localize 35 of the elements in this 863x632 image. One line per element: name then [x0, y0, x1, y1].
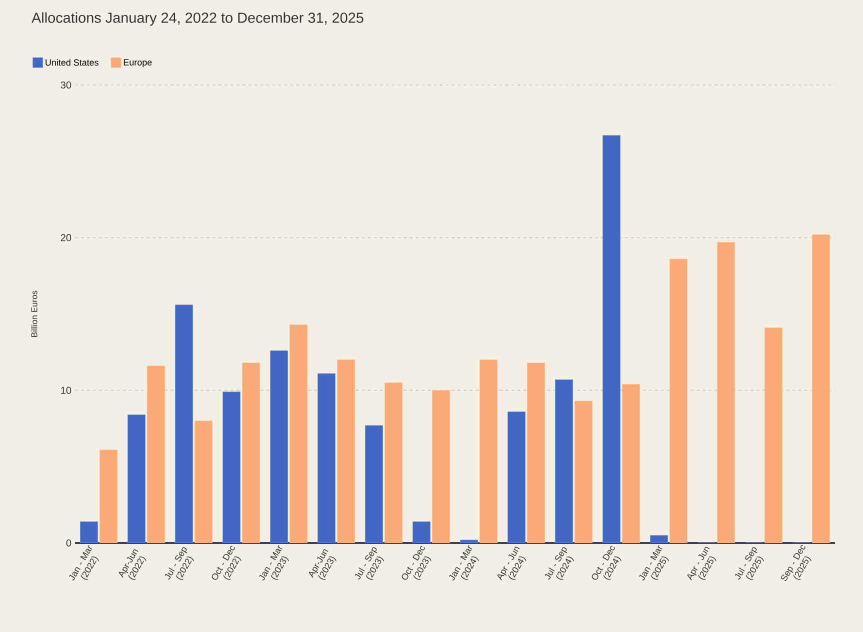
bar	[412, 521, 430, 543]
legend-label: Europe	[124, 59, 152, 68]
chart-title: Allocations January 24, 2022 to December 31, 2025	[32, 12, 364, 26]
y-tick-label: 10	[61, 386, 72, 394]
bar	[128, 414, 146, 543]
bar	[290, 324, 308, 543]
bar	[555, 379, 573, 543]
bar	[80, 521, 98, 543]
bar	[812, 234, 830, 543]
y-tick-label: 20	[60, 234, 72, 242]
bar	[318, 373, 336, 543]
bar	[527, 362, 545, 543]
bar	[175, 304, 193, 543]
bar	[194, 420, 212, 543]
bar	[222, 392, 240, 543]
bar	[764, 328, 782, 543]
bar	[432, 390, 450, 543]
bar	[717, 242, 735, 543]
y-axis-title: Billion Euros	[31, 290, 38, 337]
bar	[337, 360, 355, 543]
y-tick-label: 0	[66, 539, 72, 547]
bar	[270, 350, 288, 543]
y-tick-label: 30	[60, 81, 72, 89]
bar	[508, 412, 526, 543]
bar	[622, 384, 640, 543]
legend-label: United States	[46, 59, 98, 66]
bar	[670, 258, 688, 543]
bar	[480, 360, 498, 543]
bar	[602, 135, 620, 543]
bar	[384, 382, 402, 543]
bar	[100, 450, 118, 543]
bar	[147, 366, 165, 543]
bar	[574, 400, 592, 543]
bar	[242, 362, 260, 543]
bar	[365, 425, 383, 543]
